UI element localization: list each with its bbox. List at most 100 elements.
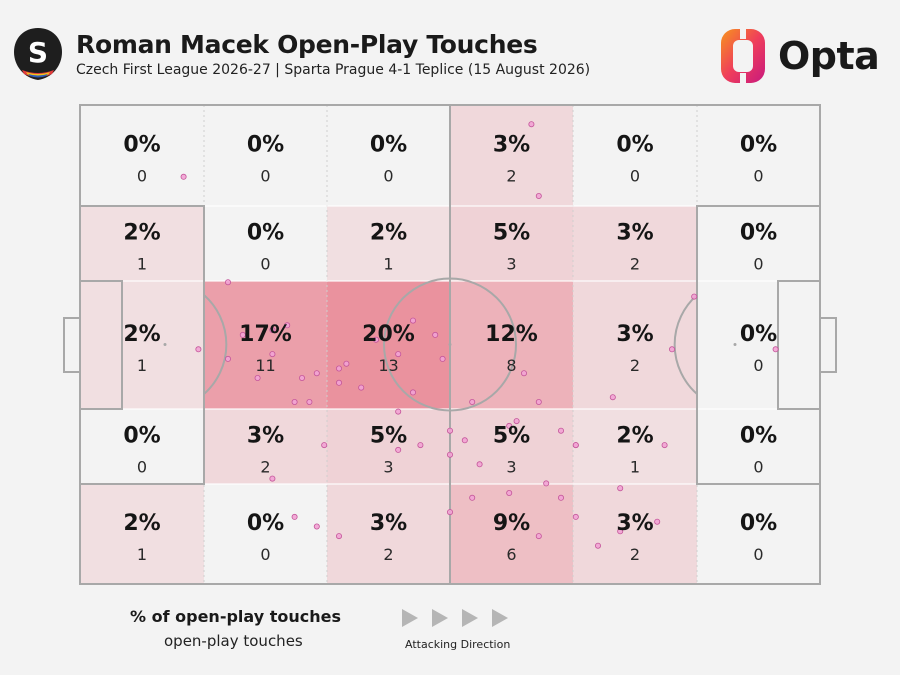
touch-dot <box>254 374 261 381</box>
heatmap-zones <box>80 105 697 584</box>
touch-dot <box>395 446 402 453</box>
heat-zone <box>573 484 697 584</box>
touch-dot <box>535 533 542 540</box>
touch-dot <box>535 192 542 199</box>
zone-count-label: 3 <box>506 458 516 477</box>
touch-dot <box>654 518 661 525</box>
zone-count-label: 0 <box>137 458 147 477</box>
legend-subtitle: open-play touches <box>164 632 303 650</box>
page-title: Roman Macek Open-Play Touches <box>76 30 538 59</box>
zone-percent-label: 0% <box>616 133 653 158</box>
zone-count-label: 13 <box>378 356 398 375</box>
zone-percent-label: 0% <box>740 511 777 536</box>
zone-percent-label: 0% <box>247 511 284 536</box>
zone-percent-label: 5% <box>370 424 407 449</box>
zone-percent-label: 0% <box>740 221 777 246</box>
touch-dot <box>543 480 550 487</box>
touch-dot <box>521 370 528 377</box>
touch-dot <box>535 398 542 405</box>
touch-dot <box>469 398 476 405</box>
left-penalty-spot <box>163 343 167 346</box>
heat-zone <box>450 484 573 584</box>
zone-count-label: 0 <box>260 255 270 274</box>
zone-count-label: 2 <box>630 356 640 375</box>
heat-zone <box>450 206 573 281</box>
zone-percent-label: 9% <box>493 511 530 536</box>
legend-title: % of open-play touches <box>130 607 341 626</box>
badge-letter: S <box>28 36 48 69</box>
zone-percent-label: 2% <box>123 221 160 246</box>
touch-dot <box>269 475 276 482</box>
touch-dot <box>506 422 513 429</box>
zone-count-label: 3 <box>506 255 516 274</box>
zone-count-label: 0 <box>137 167 147 186</box>
touch-dot <box>595 542 602 549</box>
right-goal <box>819 317 837 373</box>
touch-dot <box>224 279 231 286</box>
zone-percent-label: 0% <box>247 133 284 158</box>
touch-dot <box>461 437 468 444</box>
touch-dot <box>409 389 416 396</box>
heat-zone <box>80 484 204 584</box>
zone-count-label: 2 <box>506 167 516 186</box>
touch-dot <box>335 379 342 386</box>
touch-dot <box>691 293 698 300</box>
zone-percent-label: 0% <box>740 424 777 449</box>
play-arrow-icon <box>402 609 508 627</box>
zone-percent-label: 2% <box>616 424 653 449</box>
touch-dot <box>446 427 453 434</box>
zone-percent-label: 0% <box>247 221 284 246</box>
centre-circle <box>383 277 517 412</box>
zone-labels: 0%00%00%03%20%00%02%10%02%15%33%20%02%11… <box>123 133 777 565</box>
touch-dot <box>476 461 483 468</box>
zone-percent-label: 3% <box>370 511 407 536</box>
zone-count-label: 0 <box>753 458 763 477</box>
zone-count-label: 1 <box>137 356 147 375</box>
touch-dot <box>439 355 446 362</box>
sparta-badge-icon: S <box>14 28 62 80</box>
heat-zone <box>204 409 327 484</box>
pitch-markings <box>63 104 837 585</box>
zone-percent-label: 3% <box>493 133 530 158</box>
touch-dot <box>617 528 624 535</box>
touch-dot <box>180 173 187 180</box>
touch-dot <box>469 494 476 501</box>
touch-dot <box>358 384 365 391</box>
zone-percent-label: 0% <box>740 322 777 347</box>
left-goal <box>63 317 81 373</box>
touch-dot <box>313 523 320 530</box>
attacking-direction: Attacking Direction <box>396 607 516 657</box>
heat-zone <box>450 281 573 409</box>
right-penalty-arc <box>673 294 698 395</box>
touch-dot <box>291 398 298 405</box>
touch-dot <box>306 398 313 405</box>
touch-dot <box>409 317 416 324</box>
touch-dot <box>372 336 379 343</box>
brand: Opta <box>718 26 880 86</box>
header: S Roman Macek Open-Play Touches Czech Fi… <box>0 0 900 95</box>
zone-percent-label: 0% <box>740 133 777 158</box>
touch-dot <box>298 374 305 381</box>
touch-dot <box>291 513 298 520</box>
zone-percent-label: 0% <box>370 133 407 158</box>
touch-dot <box>572 442 579 449</box>
zone-percent-label: 5% <box>493 221 530 246</box>
zone-percent-label: 12% <box>485 322 538 347</box>
zone-count-label: 2 <box>630 255 640 274</box>
touch-dot <box>617 485 624 492</box>
zone-percent-label: 17% <box>239 322 292 347</box>
brand-name: Opta <box>778 34 880 78</box>
left-penalty-arc <box>203 294 228 395</box>
zone-percent-label: 3% <box>247 424 284 449</box>
zone-count-label: 1 <box>137 255 147 274</box>
zone-percent-label: 3% <box>616 322 653 347</box>
heat-zone <box>327 409 450 484</box>
heat-zone <box>573 409 697 484</box>
zone-count-label: 0 <box>753 255 763 274</box>
touch-dot <box>572 513 579 520</box>
zone-count-label: 0 <box>260 167 270 186</box>
zone-count-label: 1 <box>383 255 393 274</box>
touch-dot <box>313 370 320 377</box>
touch-dot <box>335 365 342 372</box>
